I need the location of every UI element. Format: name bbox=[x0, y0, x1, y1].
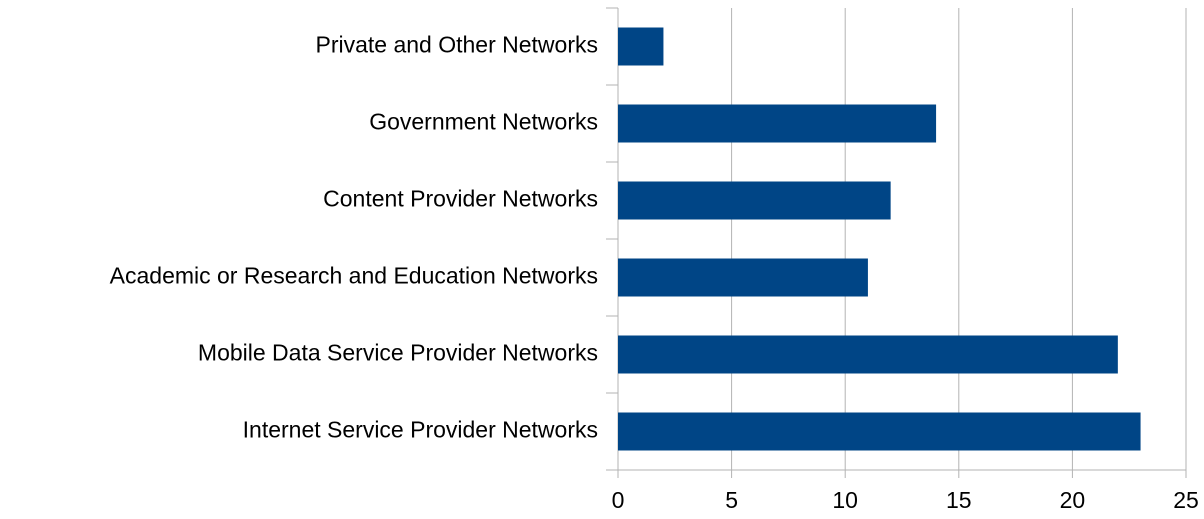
bar bbox=[618, 104, 937, 143]
y-tick-label: Private and Other Networks bbox=[315, 32, 598, 58]
x-tick-label: 20 bbox=[1060, 487, 1086, 513]
y-tick-label: Government Networks bbox=[369, 109, 598, 135]
x-tick-label: 0 bbox=[612, 487, 625, 513]
bar bbox=[618, 335, 1118, 374]
x-tick-label: 10 bbox=[832, 487, 858, 513]
bar bbox=[618, 412, 1141, 451]
x-tick-label: 5 bbox=[725, 487, 738, 513]
y-tick-label: Internet Service Provider Networks bbox=[243, 417, 598, 443]
y-tick-label: Academic or Research and Education Netwo… bbox=[110, 263, 598, 289]
x-tick-label: 15 bbox=[946, 487, 972, 513]
bar bbox=[618, 181, 891, 220]
y-tick-label: Mobile Data Service Provider Networks bbox=[198, 340, 598, 366]
x-tick-label: 25 bbox=[1173, 487, 1199, 513]
bar bbox=[618, 258, 868, 297]
y-tick-label: Content Provider Networks bbox=[323, 186, 598, 212]
bar bbox=[618, 27, 664, 66]
